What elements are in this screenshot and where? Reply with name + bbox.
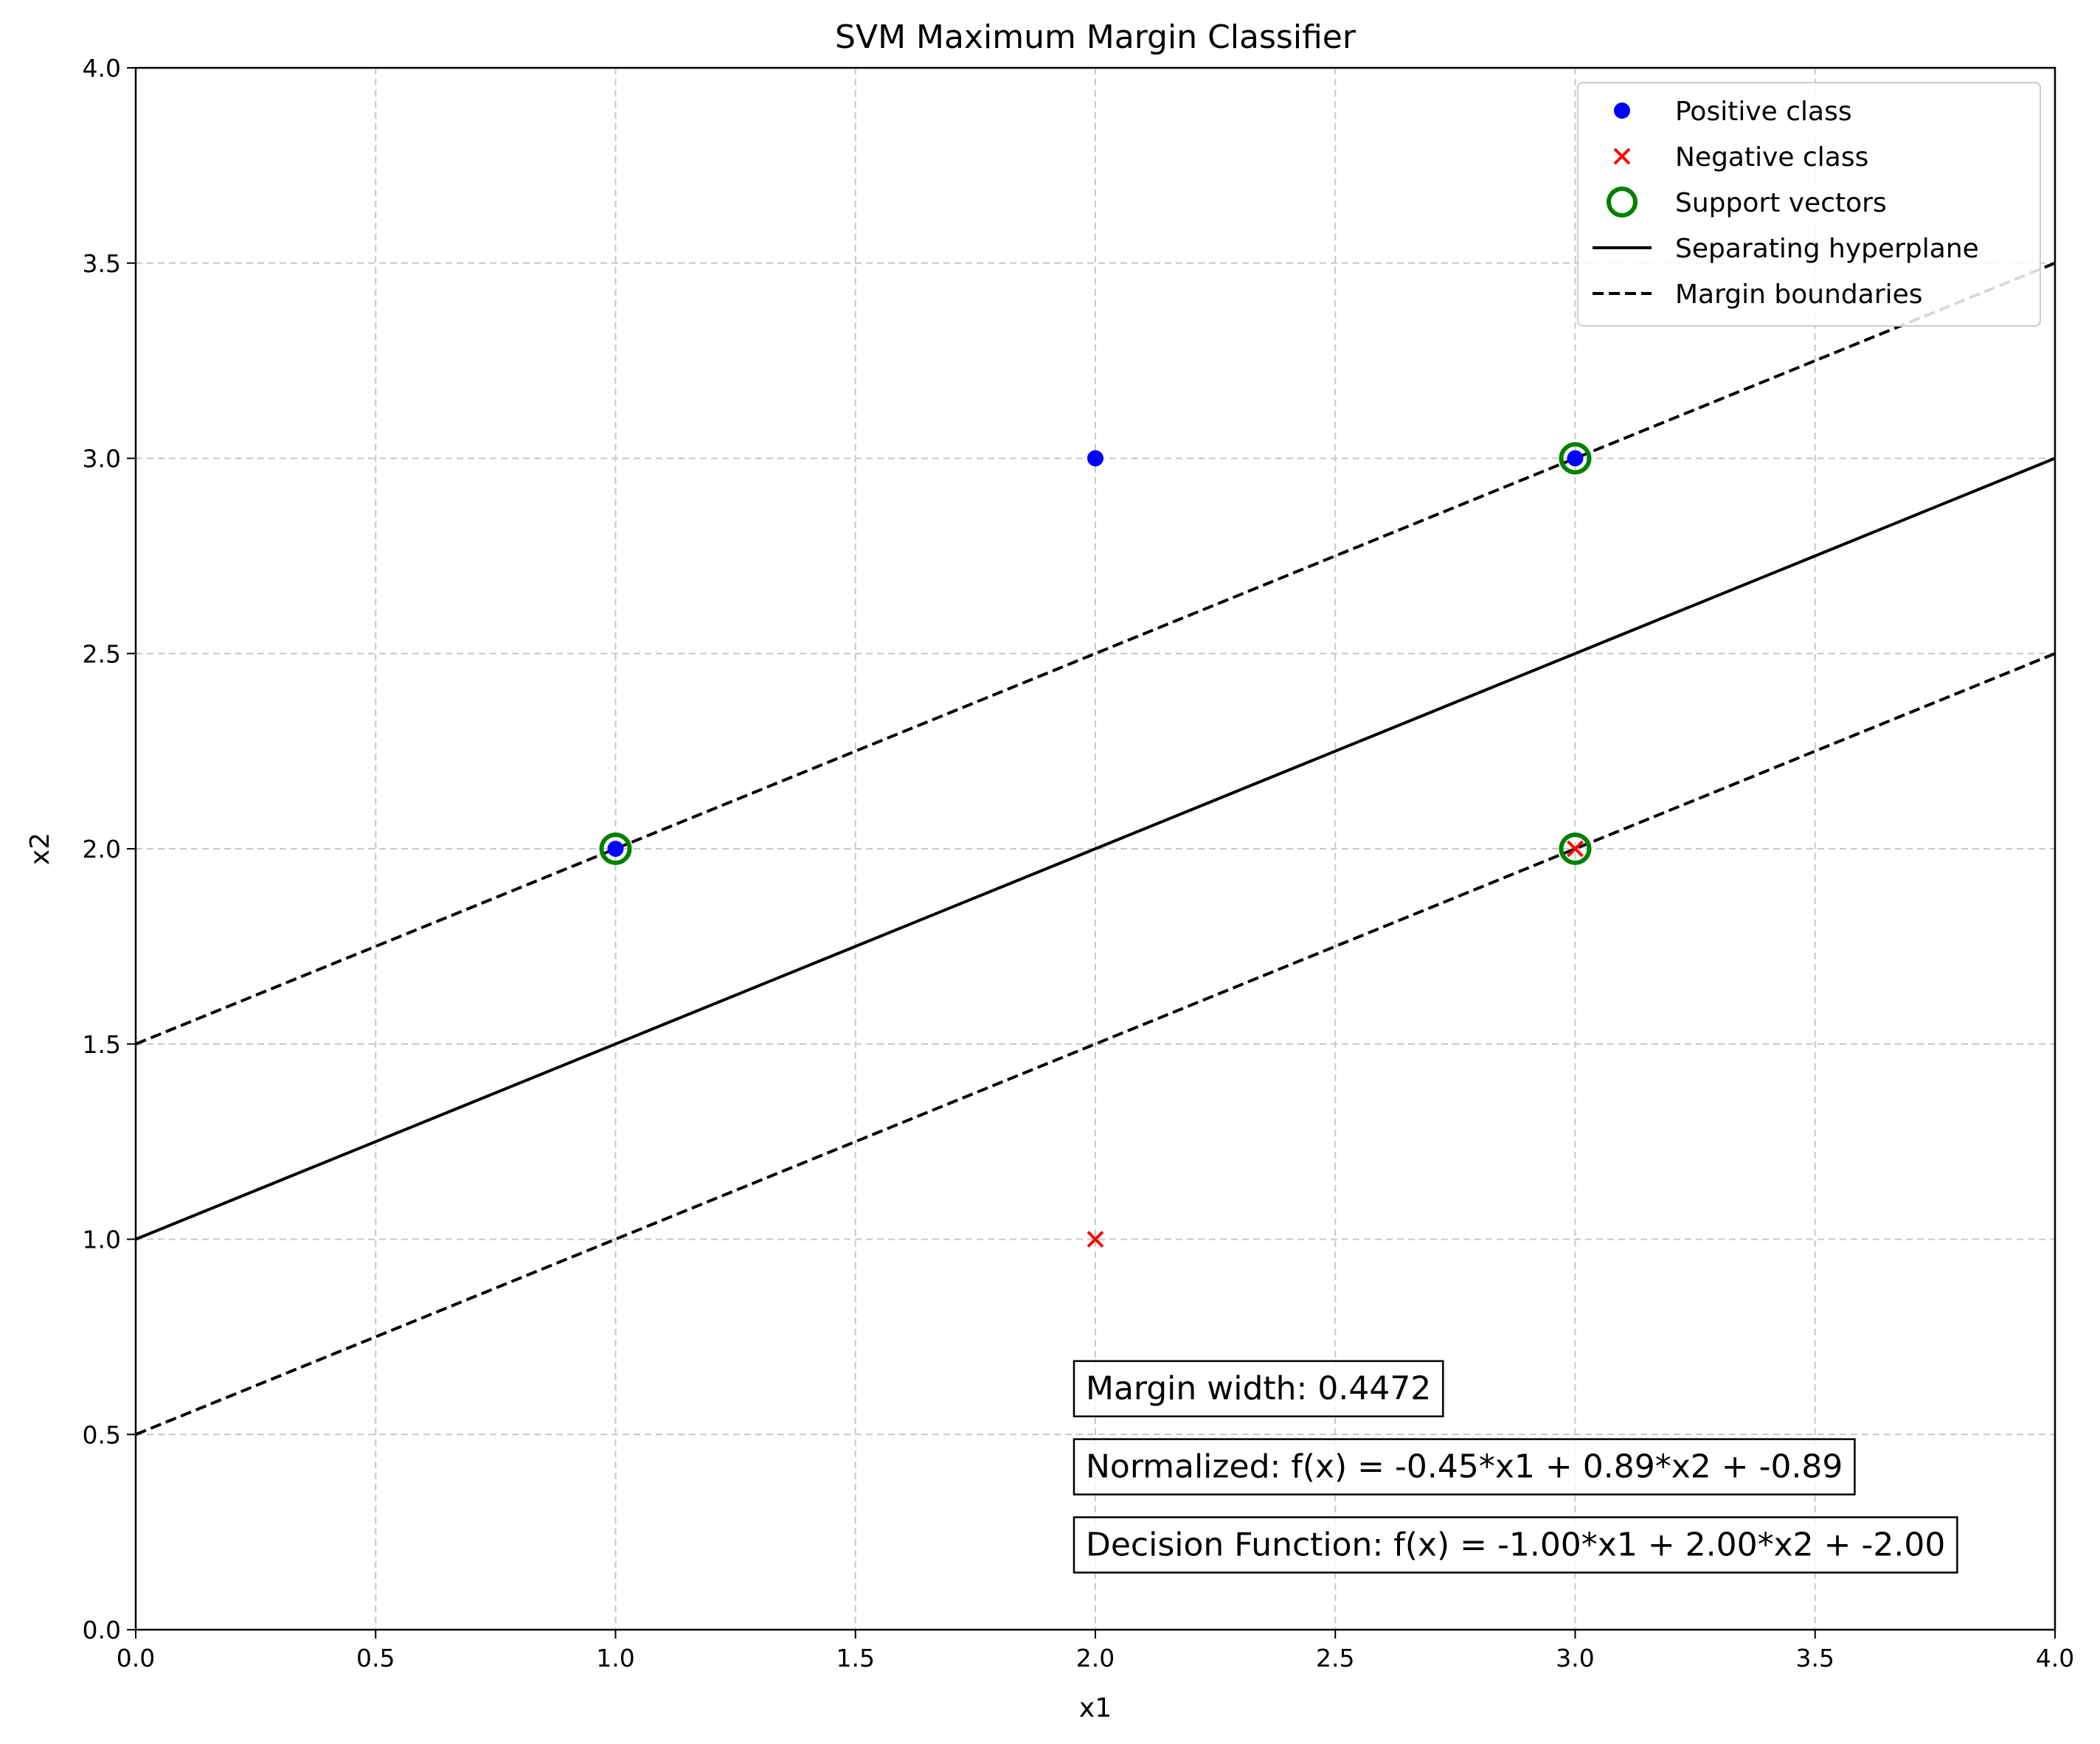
legend-item: Margin boundaries bbox=[1593, 279, 1923, 310]
legend-label: Separating hyperplane bbox=[1675, 234, 1979, 264]
chart-title: SVM Maximum Margin Classifier bbox=[835, 18, 1356, 56]
legend-label: Negative class bbox=[1675, 142, 1868, 173]
y-tick-label: 1.5 bbox=[83, 1030, 121, 1059]
annotation: Normalized: f(x) = -0.45*x1 + 0.89*x2 + … bbox=[1072, 1438, 1856, 1495]
legend-box bbox=[1577, 82, 2041, 327]
y-tick-label: 0.5 bbox=[83, 1420, 121, 1449]
annotations: Margin width: 0.4472 Normalized: f(x) = -… bbox=[1072, 1360, 1958, 1574]
legend-item: Separating hyperplane bbox=[1593, 234, 1979, 264]
annotation: Decision Function: f(x) = -1.00*x1 + 2.0… bbox=[1072, 1516, 1958, 1574]
annotation-box bbox=[1072, 1360, 1444, 1417]
annotation-text: Decision Function: f(x) = -1.00*x1 + 2.0… bbox=[1086, 1526, 1945, 1564]
y-tick-label: 0.0 bbox=[83, 1616, 121, 1644]
x-axis-label: x1 bbox=[1079, 1693, 1112, 1723]
negative-point bbox=[1087, 1231, 1104, 1248]
legend-item: Positive class bbox=[1614, 97, 1852, 127]
legend-marker-x-icon bbox=[1613, 147, 1631, 165]
y-tick-label: 3.0 bbox=[83, 445, 121, 473]
y-axis-label: x2 bbox=[25, 833, 55, 865]
support-vector-ring bbox=[599, 833, 632, 865]
y-tick-label: 1.0 bbox=[83, 1226, 121, 1254]
x-tick-label: 2.5 bbox=[1316, 1644, 1354, 1672]
x-tick-label: 2.0 bbox=[1076, 1644, 1115, 1672]
annotation-box bbox=[1072, 1438, 1856, 1495]
y-tick-label: 3.5 bbox=[83, 249, 121, 278]
legend-label: Support vectors bbox=[1675, 188, 1887, 218]
x-tick-label: 0.0 bbox=[117, 1644, 155, 1672]
legend-item: Negative class bbox=[1613, 142, 1868, 173]
positive-point bbox=[1087, 450, 1103, 467]
legend-marker-ring-icon bbox=[1607, 187, 1638, 218]
data-points bbox=[599, 442, 1592, 1248]
positive-point bbox=[607, 841, 624, 857]
axis-ticks: 0.0 0.5 1.0 1.5 2.0 2.5 3.0 3.5 4.0 0.0 0.5 1.0 1.5 2… bbox=[83, 54, 2075, 1672]
x-tick-label: 4.0 bbox=[2036, 1644, 2074, 1672]
x-tick-label: 1.5 bbox=[836, 1644, 875, 1672]
separating-hyperplane-line bbox=[135, 456, 2056, 1241]
margin-boundary-line bbox=[135, 261, 2056, 1046]
x-tick-label: 1.0 bbox=[596, 1644, 634, 1672]
annotation-text: Normalized: f(x) = -0.45*x1 + 0.89*x2 + … bbox=[1086, 1448, 1843, 1486]
support-vector-ring bbox=[1559, 442, 1592, 475]
negative-point bbox=[1567, 840, 1584, 858]
legend-label: Margin boundaries bbox=[1675, 279, 1923, 310]
x-tick-label: 0.5 bbox=[356, 1644, 395, 1672]
annotation-box bbox=[1072, 1516, 1958, 1574]
annotation-text: Margin width: 0.4472 bbox=[1086, 1370, 1431, 1408]
annotation: Margin width: 0.4472 bbox=[1072, 1360, 1444, 1417]
legend: Positive class Negative class Support vect… bbox=[1577, 82, 2041, 327]
x-tick-label: 3.5 bbox=[1796, 1644, 1834, 1672]
decision-lines bbox=[135, 261, 2056, 1436]
y-tick-label: 2.0 bbox=[83, 835, 121, 864]
y-tick-label: 4.0 bbox=[83, 54, 121, 83]
negative-x-stroke bbox=[1567, 840, 1584, 858]
support-vector-ring bbox=[1559, 833, 1592, 865]
margin-boundary-line bbox=[135, 652, 2056, 1436]
y-tick-label: 2.5 bbox=[83, 639, 121, 668]
legend-marker-dot-icon bbox=[1614, 103, 1630, 119]
x-tick-label: 3.0 bbox=[1556, 1644, 1594, 1672]
legend-label: Positive class bbox=[1675, 97, 1852, 127]
positive-point bbox=[1567, 450, 1584, 467]
negative-x-stroke bbox=[1087, 1231, 1104, 1248]
legend-item: Support vectors bbox=[1607, 187, 1887, 218]
